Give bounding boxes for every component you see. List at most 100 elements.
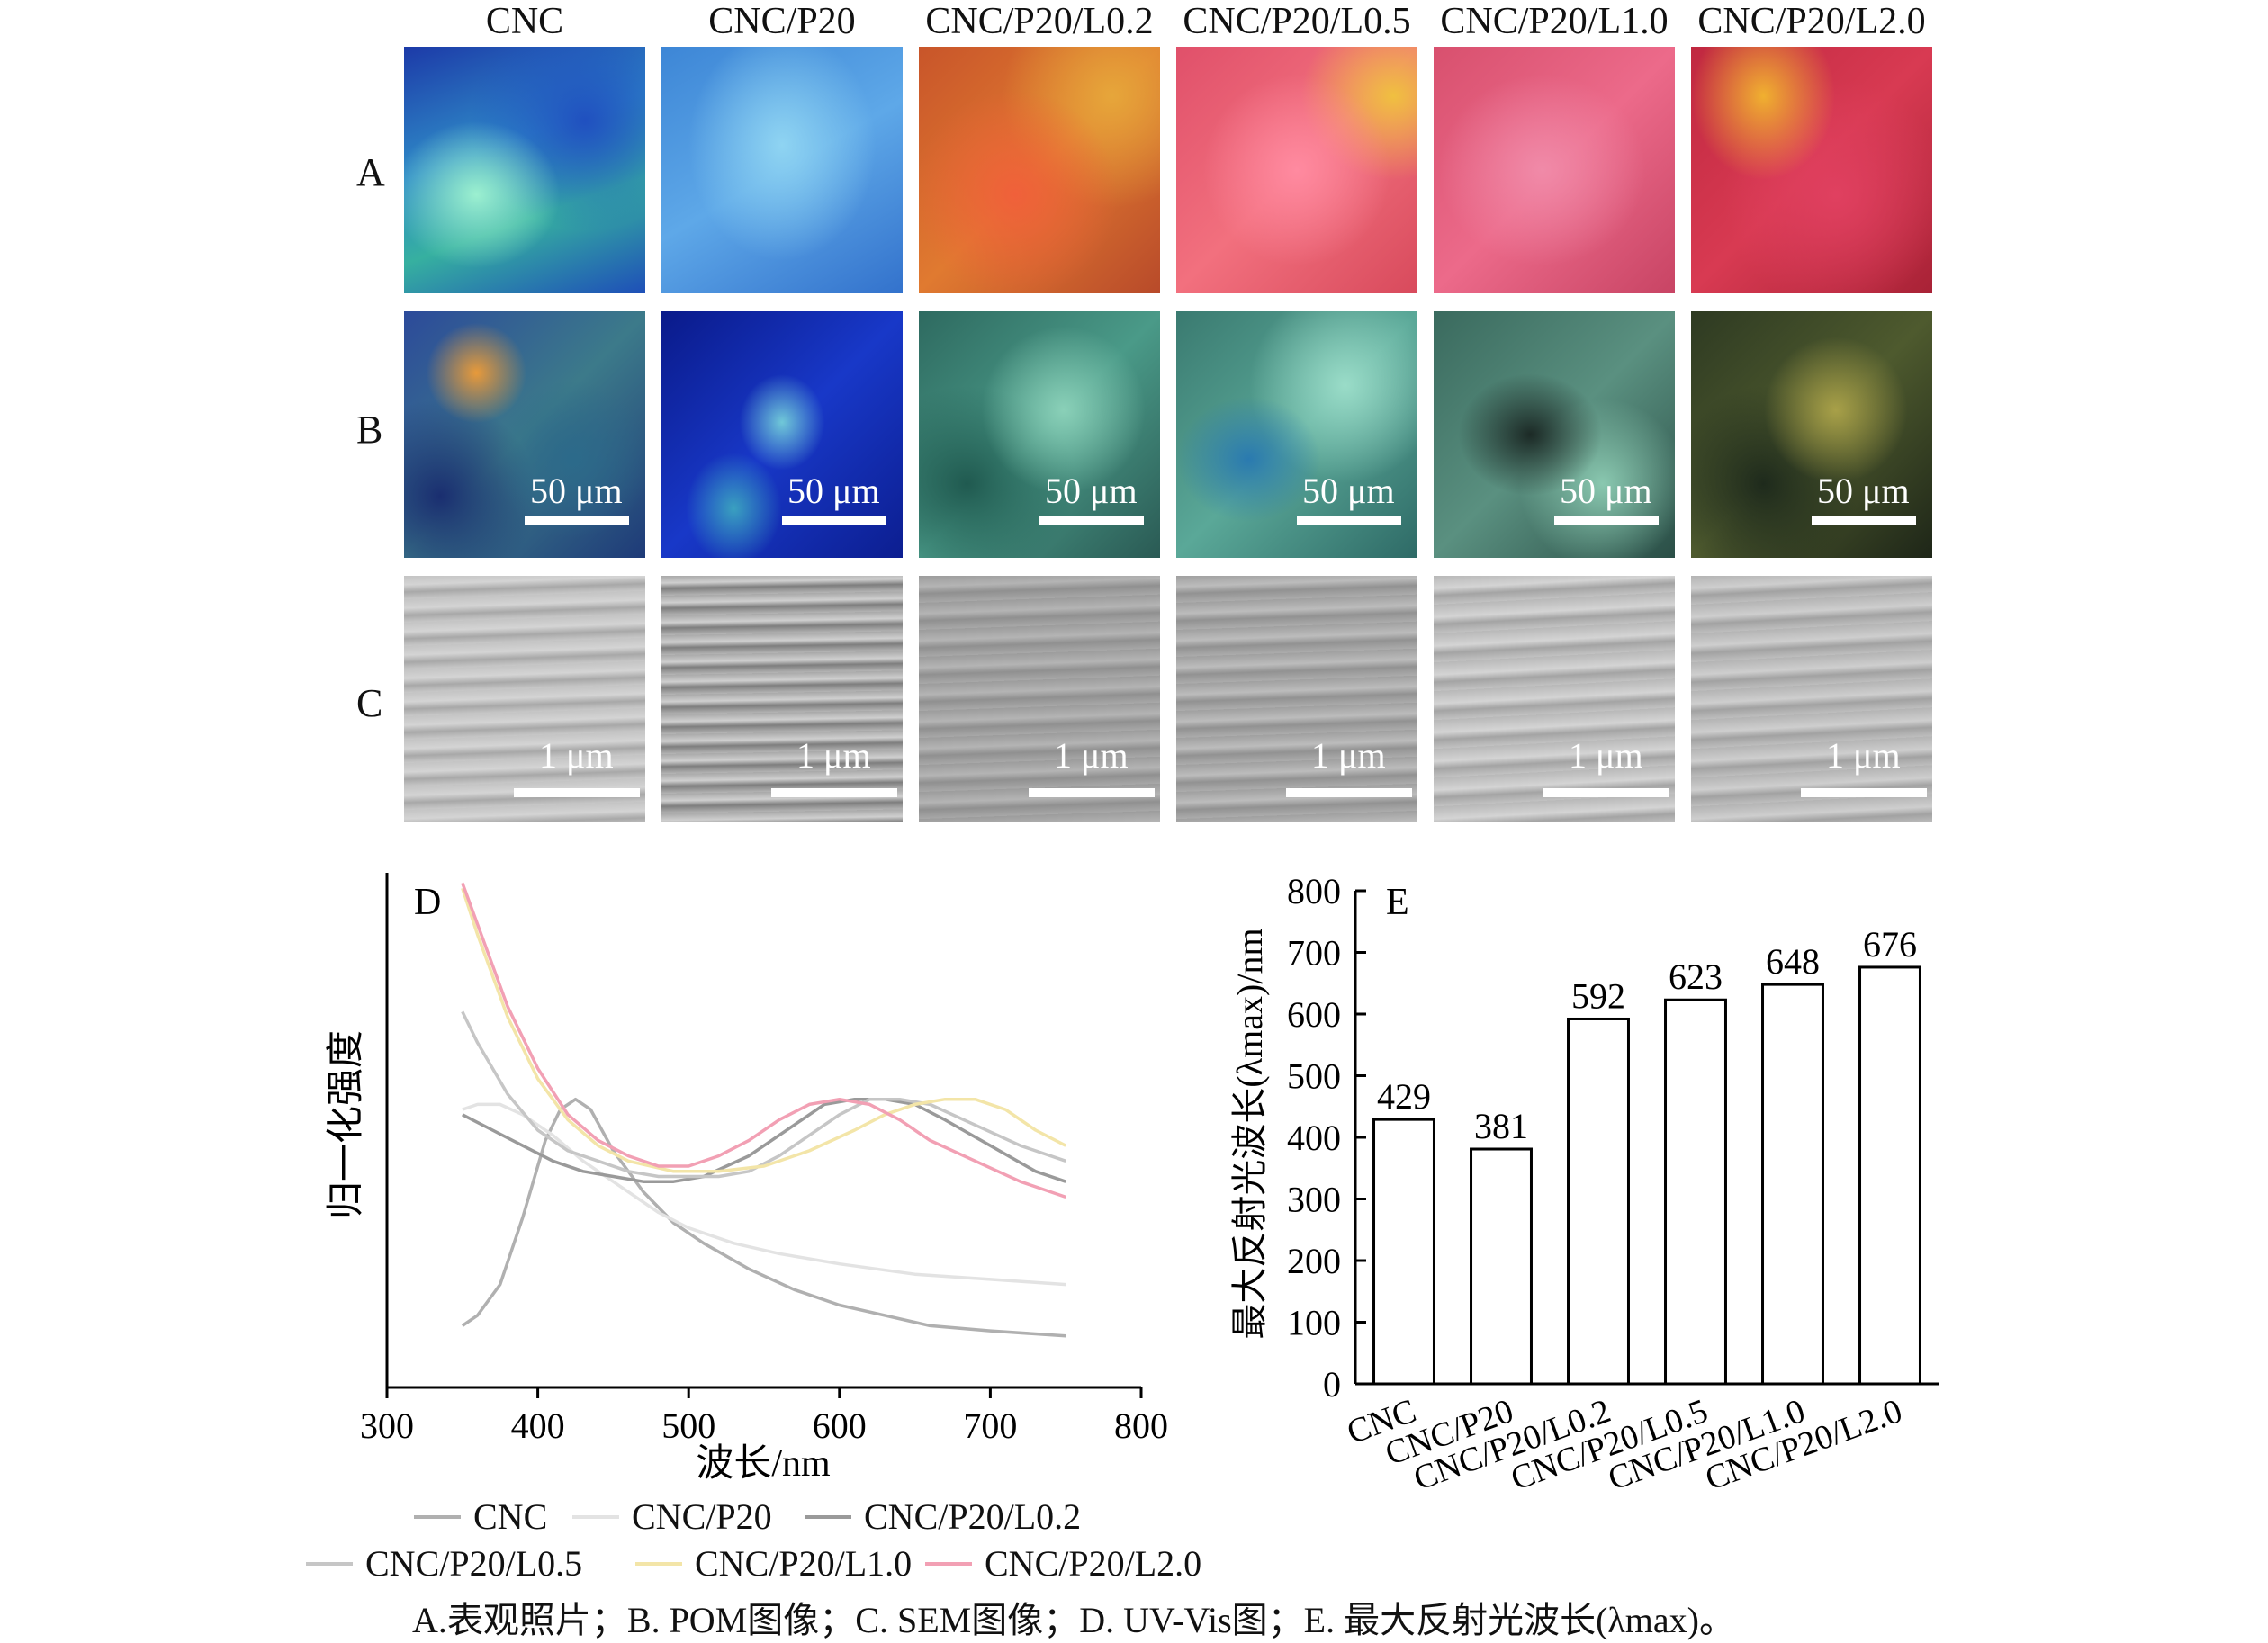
legend-label: CNC/P20 xyxy=(632,1496,772,1537)
bar-value-label: 592 xyxy=(1571,975,1625,1016)
series-line xyxy=(461,882,1066,1199)
legend-label: CNC/P20/L1.0 xyxy=(695,1543,913,1584)
x-tick-label: 300 xyxy=(360,1405,414,1446)
legend-swatch xyxy=(925,1561,972,1566)
bar xyxy=(1567,1017,1630,1386)
y-tick-label: 400 xyxy=(1287,1118,1341,1158)
column-header-cnc-p20-l10: CNC/P20/L1.0 xyxy=(1440,1,1669,42)
x-tick-label: 700 xyxy=(963,1405,1017,1446)
x-tick-label: 800 xyxy=(1114,1405,1168,1446)
legend-swatch xyxy=(572,1514,619,1519)
legend-swatch xyxy=(805,1514,851,1519)
bar xyxy=(1858,965,1922,1386)
x-axis-label: 波长/nm xyxy=(696,1443,831,1485)
scale-bar xyxy=(1297,516,1401,525)
scale-label: 50 μm xyxy=(788,471,880,511)
legend-label: CNC xyxy=(473,1496,548,1537)
sem-image-tile: 1 μm xyxy=(662,576,903,822)
scale-label: 50 μm xyxy=(1045,471,1138,511)
legend-item: CNC/P20 xyxy=(572,1495,772,1538)
row-label-c: C xyxy=(356,681,383,725)
series-line xyxy=(462,1102,1066,1287)
scale-label: 1 μm xyxy=(1826,735,1901,776)
column-header-cnc-p20-l20: CNC/P20/L2.0 xyxy=(1697,1,1926,42)
scale-bar xyxy=(1812,516,1916,525)
y-tick-label: 200 xyxy=(1287,1241,1341,1281)
sem-image-tile: 1 μm xyxy=(1691,576,1932,822)
pom-image-tile: 50 μm xyxy=(919,311,1160,558)
bar xyxy=(1761,983,1824,1386)
scale-bar xyxy=(525,516,629,525)
sem-image-tile: 1 μm xyxy=(1176,576,1418,822)
x-tick-label: 400 xyxy=(511,1405,565,1446)
legend-swatch xyxy=(635,1561,682,1566)
scale-bar xyxy=(1554,516,1659,525)
column-header-cnc-p20: CNC/P20 xyxy=(708,1,856,42)
x-tick-label: 500 xyxy=(662,1405,716,1446)
pom-image-tile: 50 μm xyxy=(1691,311,1932,558)
column-header-cnc-p20-l05: CNC/P20/L0.5 xyxy=(1183,1,1411,42)
scale-bar xyxy=(1029,788,1155,797)
pom-image-tile: 50 μm xyxy=(662,311,903,558)
scale-label: 1 μm xyxy=(1311,735,1386,776)
bar-value-label: 381 xyxy=(1474,1106,1528,1146)
scale-label: 1 μm xyxy=(796,735,871,776)
bar-value-label: 429 xyxy=(1377,1076,1431,1117)
photo-tile xyxy=(1176,47,1418,293)
series-line xyxy=(461,1097,1066,1338)
column-header-cnc-p20-l02: CNC/P20/L0.2 xyxy=(925,1,1154,42)
pom-image-tile: 50 μm xyxy=(1434,311,1675,558)
scale-label: 1 μm xyxy=(1569,735,1643,776)
scale-label: 50 μm xyxy=(530,471,623,511)
pom-image-tile: 50 μm xyxy=(1176,311,1418,558)
scale-label: 1 μm xyxy=(1054,735,1129,776)
pom-image-tile: 50 μm xyxy=(404,311,645,558)
sem-image-tile: 1 μm xyxy=(1434,576,1675,822)
scale-bar xyxy=(1040,516,1144,525)
bar-value-label: 623 xyxy=(1669,956,1723,997)
scale-bar xyxy=(782,516,886,525)
photo-tile xyxy=(1691,47,1932,293)
y-tick-label: 100 xyxy=(1287,1303,1341,1343)
scale-bar xyxy=(1544,788,1670,797)
x-tick-label: 600 xyxy=(813,1405,867,1446)
uv-vis-chart: D 归一化强度 波长/nm 300 400 500 600 700 800 xyxy=(326,873,1168,1485)
panel-label-e: E xyxy=(1386,882,1409,923)
y-tick-label: 700 xyxy=(1287,933,1341,974)
y-tick-label: 800 xyxy=(1287,871,1341,911)
sem-image-tile: 1 μm xyxy=(404,576,645,822)
y-axis-label: 最大反射光波长(λmax)/nm xyxy=(1229,928,1270,1339)
row-label-b: B xyxy=(356,408,383,452)
row-label-a: A xyxy=(356,150,385,194)
y-tick-label: 300 xyxy=(1287,1180,1341,1220)
photo-tile xyxy=(404,47,645,293)
y-tick-label: 600 xyxy=(1287,994,1341,1035)
legend-item: CNC/P20/L2.0 xyxy=(925,1542,1202,1585)
series-line xyxy=(461,887,1066,1173)
figure-caption: A.表观照片；B. POM图像；C. SEM图像；D. UV-Vis图；E. 最… xyxy=(412,1600,1735,1640)
legend-item: CNC/P20/L0.5 xyxy=(306,1542,582,1585)
bar xyxy=(1664,998,1727,1386)
legend-item: CNC xyxy=(414,1495,547,1538)
y-tick-label: 0 xyxy=(1323,1364,1341,1405)
column-header-cnc: CNC xyxy=(485,1,564,42)
legend-label: CNC/P20/L2.0 xyxy=(985,1543,1202,1584)
photo-tile xyxy=(919,47,1160,293)
bar-value-label: 676 xyxy=(1863,924,1917,965)
legend-label: CNC/P20/L0.2 xyxy=(864,1496,1082,1537)
y-axis-label: 归一化强度 xyxy=(326,1030,367,1219)
legend-item: CNC/P20/L1.0 xyxy=(635,1542,912,1585)
legend-swatch xyxy=(306,1561,353,1566)
scale-label: 50 μm xyxy=(1560,471,1652,511)
sem-image-tile: 1 μm xyxy=(919,576,1160,822)
panel-label-d: D xyxy=(414,882,441,923)
photo-tile xyxy=(1434,47,1675,293)
bar xyxy=(1372,1118,1436,1386)
scale-label: 50 μm xyxy=(1817,471,1910,511)
scale-label: 50 μm xyxy=(1302,471,1395,511)
lambda-max-bar-chart: E 最大反射光波长(λmax)/nm 0 100 200 300 400 500 600 70… xyxy=(1229,871,1939,1498)
scale-bar xyxy=(1286,788,1412,797)
series-line xyxy=(462,1097,1066,1183)
scale-bar xyxy=(514,788,640,797)
y-tick-label: 500 xyxy=(1287,1056,1341,1097)
